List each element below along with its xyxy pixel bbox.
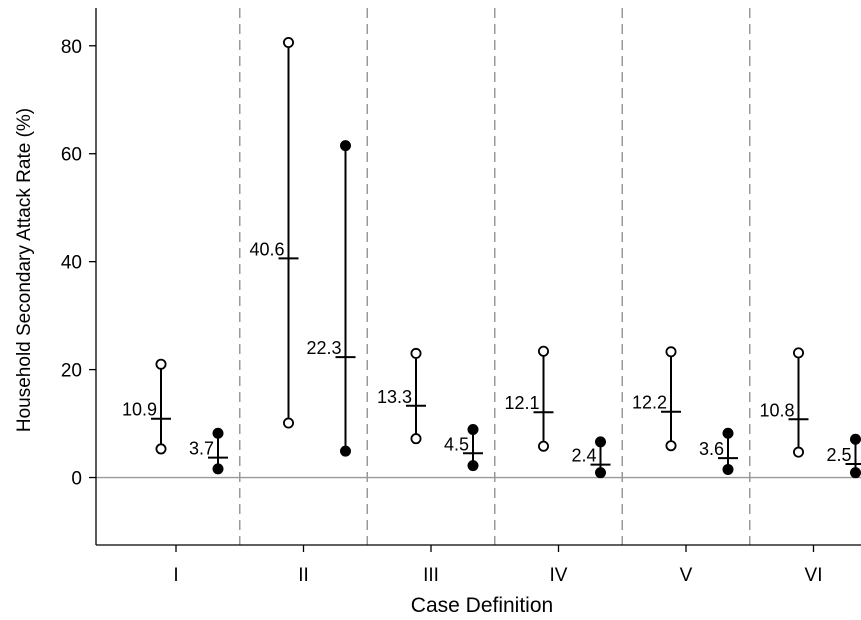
estimate-label: 3.7	[189, 439, 214, 459]
estimate-label: 22.3	[306, 338, 341, 358]
estimate-label: 10.8	[759, 400, 794, 420]
x-tick-label: IV	[550, 565, 568, 586]
open-estimate-group: 12.1	[504, 345, 554, 452]
open-estimate-group: 12.2	[632, 346, 681, 452]
filled-estimate-group: 3.7	[189, 427, 228, 475]
x-tick-label: I	[173, 565, 178, 586]
ci-lower-marker	[339, 445, 351, 457]
ci-upper-marker	[339, 140, 351, 152]
ci-lower-marker	[665, 440, 677, 452]
filled-estimate-group: 3.6	[699, 427, 738, 475]
estimate-label: 12.1	[504, 393, 539, 413]
y-tick-label: 40	[61, 253, 82, 274]
filled-estimate-group: 22.3	[306, 140, 356, 457]
ci-lower-marker	[850, 467, 861, 479]
estimate-label: 40.6	[249, 239, 284, 259]
ci-upper-marker	[850, 433, 861, 445]
estimate-label: 12.2	[632, 393, 667, 413]
series-marks: 10.9 40.6 13.3 12.1 12.2 10.8 3.7 22.3 4.5 2.4 3.6…	[122, 37, 861, 479]
axes	[95, 8, 861, 546]
filled-estimate-group: 2.4	[571, 436, 611, 479]
ci-lower-marker	[410, 433, 422, 445]
open-estimate-group: 10.9	[122, 358, 171, 455]
open-estimate-group: 13.3	[377, 347, 426, 445]
ci-upper-marker	[595, 436, 607, 448]
category-separators	[239, 8, 751, 545]
y-tick-label: 20	[61, 361, 82, 382]
y-axis-title: Household Secondary Attack Rate (%)	[14, 108, 35, 432]
ci-upper-marker	[722, 427, 734, 439]
y-tick-label: 80	[61, 37, 82, 58]
ci-lower-marker	[793, 446, 805, 458]
open-estimate-group: 40.6	[249, 37, 299, 429]
ci-lower-marker	[538, 440, 550, 452]
estimate-label: 10.9	[122, 400, 157, 420]
estimate-label: 2.5	[826, 445, 851, 465]
y-tick-label: 60	[61, 145, 82, 166]
filled-estimate-group: 2.5	[826, 433, 861, 479]
ci-upper-marker	[410, 347, 422, 359]
ci-lower-marker	[282, 417, 294, 429]
x-tick-label: VI	[805, 565, 823, 586]
y-ticks: 0 20 40 60 80	[61, 37, 96, 490]
estimate-label: 13.3	[377, 387, 412, 407]
ci-lower-marker	[595, 467, 607, 479]
ci-lower-marker	[467, 460, 479, 472]
ci-upper-marker	[665, 346, 677, 358]
ci-upper-marker	[793, 347, 805, 359]
ci-lower-marker	[722, 463, 734, 475]
x-axis-title: Case Definition	[411, 594, 553, 617]
x-ticks: I II III IV V VI	[173, 545, 822, 586]
ci-upper-marker	[212, 427, 224, 439]
ci-upper-marker	[155, 358, 167, 370]
estimate-label: 4.5	[444, 434, 469, 454]
ci-upper-marker	[467, 424, 479, 436]
x-tick-label: V	[680, 565, 693, 586]
x-tick-label: II	[298, 565, 309, 586]
open-estimate-group: 10.8	[759, 347, 809, 458]
ci-lower-marker	[212, 463, 224, 475]
estimate-label: 2.4	[571, 446, 596, 466]
estimate-label: 3.6	[699, 439, 724, 459]
ci-upper-marker	[538, 345, 550, 357]
ci-upper-marker	[282, 37, 294, 49]
ci-lower-marker	[155, 443, 167, 455]
filled-estimate-group: 4.5	[444, 424, 483, 472]
y-tick-label: 0	[71, 469, 82, 490]
x-tick-label: III	[423, 565, 439, 586]
